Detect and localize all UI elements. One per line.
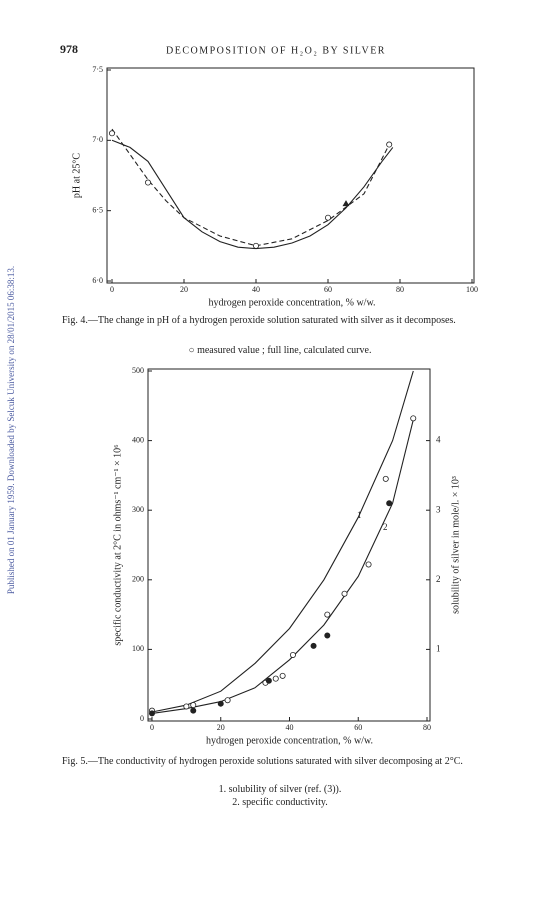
y-tick-label: 6·5 [92, 205, 103, 214]
data-point [386, 500, 393, 507]
y2-axis-label: solubility of silver in mole/l. × 10³ [450, 476, 461, 614]
y-tick-label: 7·0 [92, 135, 103, 144]
y-tick-label: 0 [140, 714, 144, 723]
curve [151, 370, 414, 713]
x-tick-label: 100 [466, 285, 478, 294]
data-point [279, 672, 286, 679]
plot-frame [147, 368, 431, 722]
y2-tick-label: 4 [436, 435, 441, 445]
y-tick-label: 7·5 [92, 65, 103, 74]
y-tick-label: 6·0 [92, 276, 103, 285]
data-point [183, 703, 190, 710]
curve [151, 419, 414, 714]
caption-note: 2. specific conductivity. [232, 797, 328, 808]
x-tick-label: 80 [396, 285, 404, 294]
data-point [148, 710, 155, 717]
data-point [190, 702, 197, 709]
data-point [386, 141, 393, 148]
x-tick-label: 40 [286, 723, 294, 732]
data-point [252, 242, 259, 249]
data-point [410, 415, 417, 422]
data-point [289, 651, 296, 658]
y-axis-label: pH at 25°C [71, 153, 82, 198]
x-tick-label: 40 [252, 285, 260, 294]
caption-note: ○ measured value ; full line, calculated… [188, 345, 372, 356]
data-point [342, 200, 350, 207]
running-title: DECOMPOSITION OF H₂O₂ BY SILVER [166, 45, 386, 56]
data-point [324, 214, 331, 221]
plot-frame [106, 67, 475, 284]
data-point [324, 611, 331, 618]
y2-tick-label: 1 [436, 643, 441, 653]
y-tick-label: 200 [132, 575, 144, 584]
curve-label: 2 [383, 522, 388, 532]
x-tick-label: 20 [217, 723, 225, 732]
y-tick-label: 500 [132, 366, 144, 375]
y2-tick-label: 2 [436, 574, 441, 584]
caption: Fig. 4.—The change in pH of a hydrogen p… [62, 315, 456, 326]
data-point [109, 130, 116, 137]
data-point [324, 632, 331, 639]
data-point [272, 675, 279, 682]
x-tick-label: 0 [150, 723, 154, 732]
data-point [365, 561, 372, 568]
data-point [310, 642, 317, 649]
x-axis-label: hydrogen peroxide concentration, % w/w. [206, 735, 373, 746]
watermark: Published on 01 January 1959. Downloaded… [6, 266, 16, 594]
data-point [224, 697, 231, 704]
data-point [144, 179, 151, 186]
curve [111, 139, 394, 250]
page-number: 978 [60, 42, 78, 56]
x-axis-label: hydrogen peroxide concentration, % w/w. [208, 297, 375, 308]
y2-tick-label: 3 [436, 504, 441, 514]
y-tick-label: 300 [132, 505, 144, 514]
x-tick-label: 80 [423, 723, 431, 732]
data-point [382, 475, 389, 482]
data-point [265, 677, 272, 684]
x-tick-label: 0 [110, 285, 114, 294]
y-tick-label: 100 [132, 644, 144, 653]
data-point [217, 700, 224, 707]
y-axis-label: specific conductivity at 2°C in ohms⁻¹ c… [112, 444, 123, 646]
x-tick-label: 20 [180, 285, 188, 294]
data-point [341, 590, 348, 597]
x-tick-label: 60 [354, 723, 362, 732]
caption: Fig. 5.—The conductivity of hydrogen per… [62, 756, 463, 767]
x-tick-label: 60 [324, 285, 332, 294]
caption-note: 1. solubility of silver (ref. (3)). [218, 784, 342, 795]
data-point [190, 707, 197, 714]
y-tick-label: 400 [132, 435, 144, 444]
curve [111, 128, 390, 247]
